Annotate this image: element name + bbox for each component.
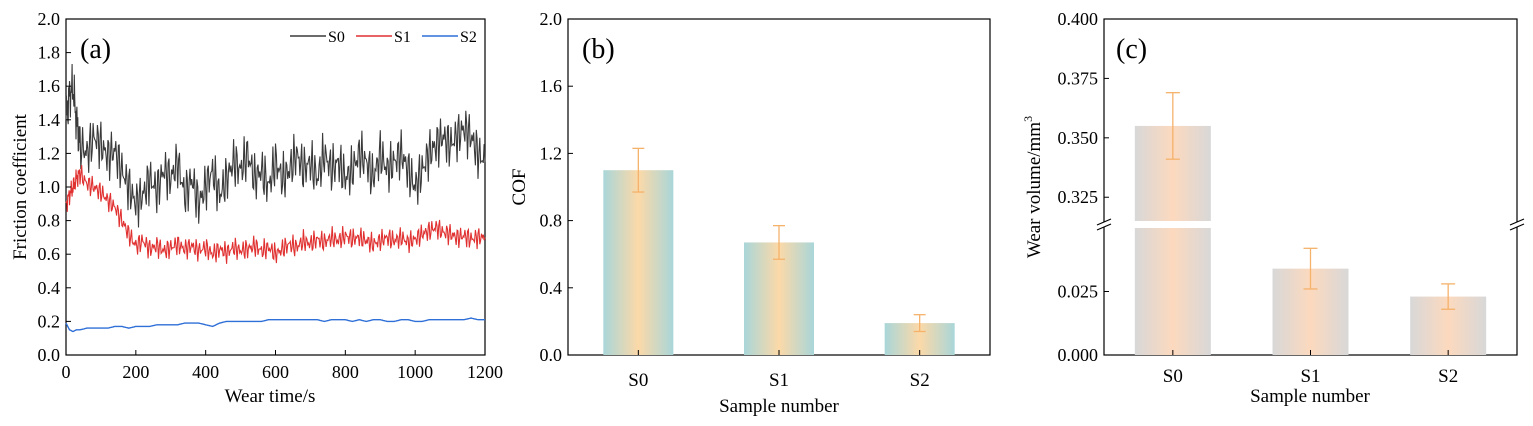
panel-a-xtick-label: 800	[332, 362, 359, 382]
panel-c-xtick-label: S0	[1163, 366, 1183, 387]
panel-c-label: (c)	[1116, 34, 1147, 65]
panel-a-xtick-label: 400	[192, 362, 219, 382]
panel-a-series-group	[65, 63, 486, 333]
panel-a-series-S0	[65, 63, 486, 228]
panel-c-ytick-label: 0.375	[1058, 68, 1099, 88]
panel-c-ylabel: Wear volume/mm3	[1021, 116, 1045, 258]
panel-b-bar-S1	[744, 242, 814, 355]
panel-c-ticks: 0.000 0.025 0.325 0.350 0.375 0.400 S0 S1 S2	[1058, 9, 1525, 387]
panel-a-ytick-label: 0.4	[38, 278, 61, 298]
panel-a-xlabel: Wear time/s	[225, 386, 316, 407]
axis-break-mark	[1509, 223, 1525, 231]
legend-label-S2: S2	[460, 29, 477, 46]
panel-a-ytick-label: 0.0	[38, 345, 61, 365]
panel-b-xtick-label: S1	[769, 370, 789, 391]
panel-a-xtick-label: 1200	[467, 362, 503, 382]
legend-label-S1: S1	[394, 29, 411, 46]
panel-c-ytick-label: 0.325	[1058, 187, 1099, 207]
panel-a-ytick-label: 1.0	[38, 177, 61, 197]
panel-b-xtick-label: S2	[910, 370, 930, 391]
axis-break-mark	[1096, 223, 1112, 231]
panel-a-xtick-label: 200	[122, 362, 149, 382]
axis-break-mark	[1096, 218, 1112, 226]
panel-a-ticks: 0 200 400 600 800 1000 1200 0.0 0.2 0.4 0.6 0.8 1.0 1…	[38, 9, 504, 382]
panel-c-ylabel-sup: 3	[1021, 116, 1035, 122]
panel-c-ylabel-main: Wear volume/mm	[1024, 122, 1045, 258]
panel-b-xtick-label: S0	[628, 370, 648, 391]
panel-a-series-S2	[65, 317, 485, 333]
panel-a-ylabel: Friction coefficient	[10, 113, 31, 260]
panel-c-xtick-label: S1	[1300, 366, 1320, 387]
panel-c-ytick-label: 0.400	[1058, 9, 1099, 29]
panel-c-ytick-label: 0.350	[1058, 128, 1099, 148]
axis-break-mark	[1509, 218, 1525, 226]
panel-b: 0.0 0.4 0.8 1.2 1.6 2.0 S0 S1 S2 (b) Sample numb…	[509, 9, 991, 417]
panel-b-ytick-label: 0.0	[540, 345, 563, 365]
panel-b-xlabel: Sample number	[719, 396, 839, 417]
panel-a-xtick-label: 1000	[397, 362, 433, 382]
panel-a: 0 200 400 600 800 1000 1200 0.0 0.2 0.4 0.6 0.8 1.0 1…	[10, 9, 503, 407]
panel-b-ylabel: COF	[509, 169, 530, 206]
panel-c-bars	[1134, 92, 1487, 355]
panel-a-xtick-label: 600	[262, 362, 289, 382]
panel-a-label: (a)	[80, 34, 111, 65]
panel-b-ytick-label: 0.4	[540, 278, 563, 298]
panel-a-ytick-label: 0.2	[38, 311, 61, 331]
axis-break-gap	[1098, 222, 1110, 227]
panel-c-xlabel: Sample number	[1250, 386, 1370, 407]
panel-b-label: (b)	[582, 34, 615, 65]
panel-b-ticks: 0.0 0.4 0.8 1.2 1.6 2.0 S0 S1 S2	[540, 9, 930, 391]
panel-a-ytick-label: 2.0	[38, 9, 61, 29]
panel-b-ytick-label: 1.6	[540, 76, 563, 96]
panel-a-xtick-label: 0	[62, 362, 71, 382]
panel-c-bar-lower-S0	[1134, 228, 1211, 355]
panel-a-ytick-label: 0.6	[38, 244, 61, 264]
axis-break-gap	[1511, 222, 1523, 227]
panel-b-bar-S0	[603, 170, 674, 355]
panel-a-ytick-label: 1.4	[38, 110, 61, 130]
panel-a-series-S1	[65, 165, 486, 264]
panel-b-ytick-label: 0.8	[540, 211, 563, 231]
legend-label-S0: S0	[328, 29, 345, 46]
panel-b-bars	[603, 147, 955, 355]
panel-c-xtick-label: S2	[1438, 366, 1458, 387]
panel-b-ytick-label: 2.0	[540, 9, 563, 29]
panel-a-ytick-label: 1.8	[38, 43, 61, 63]
panel-a-ytick-label: 1.2	[38, 143, 61, 163]
panel-a-legend: S0 S1 S2	[290, 29, 477, 46]
panel-c-ytick-label: 0.025	[1058, 282, 1099, 302]
panel-c: 0.000 0.025 0.325 0.350 0.375 0.400 S0 S1 S2 (c)…	[1021, 9, 1525, 407]
panel-a-ytick-label: 0.8	[38, 211, 61, 231]
panel-a-ytick-label: 1.6	[38, 76, 61, 96]
panel-c-ytick-label: 0.000	[1058, 345, 1099, 365]
panel-b-ytick-label: 1.2	[540, 143, 563, 163]
